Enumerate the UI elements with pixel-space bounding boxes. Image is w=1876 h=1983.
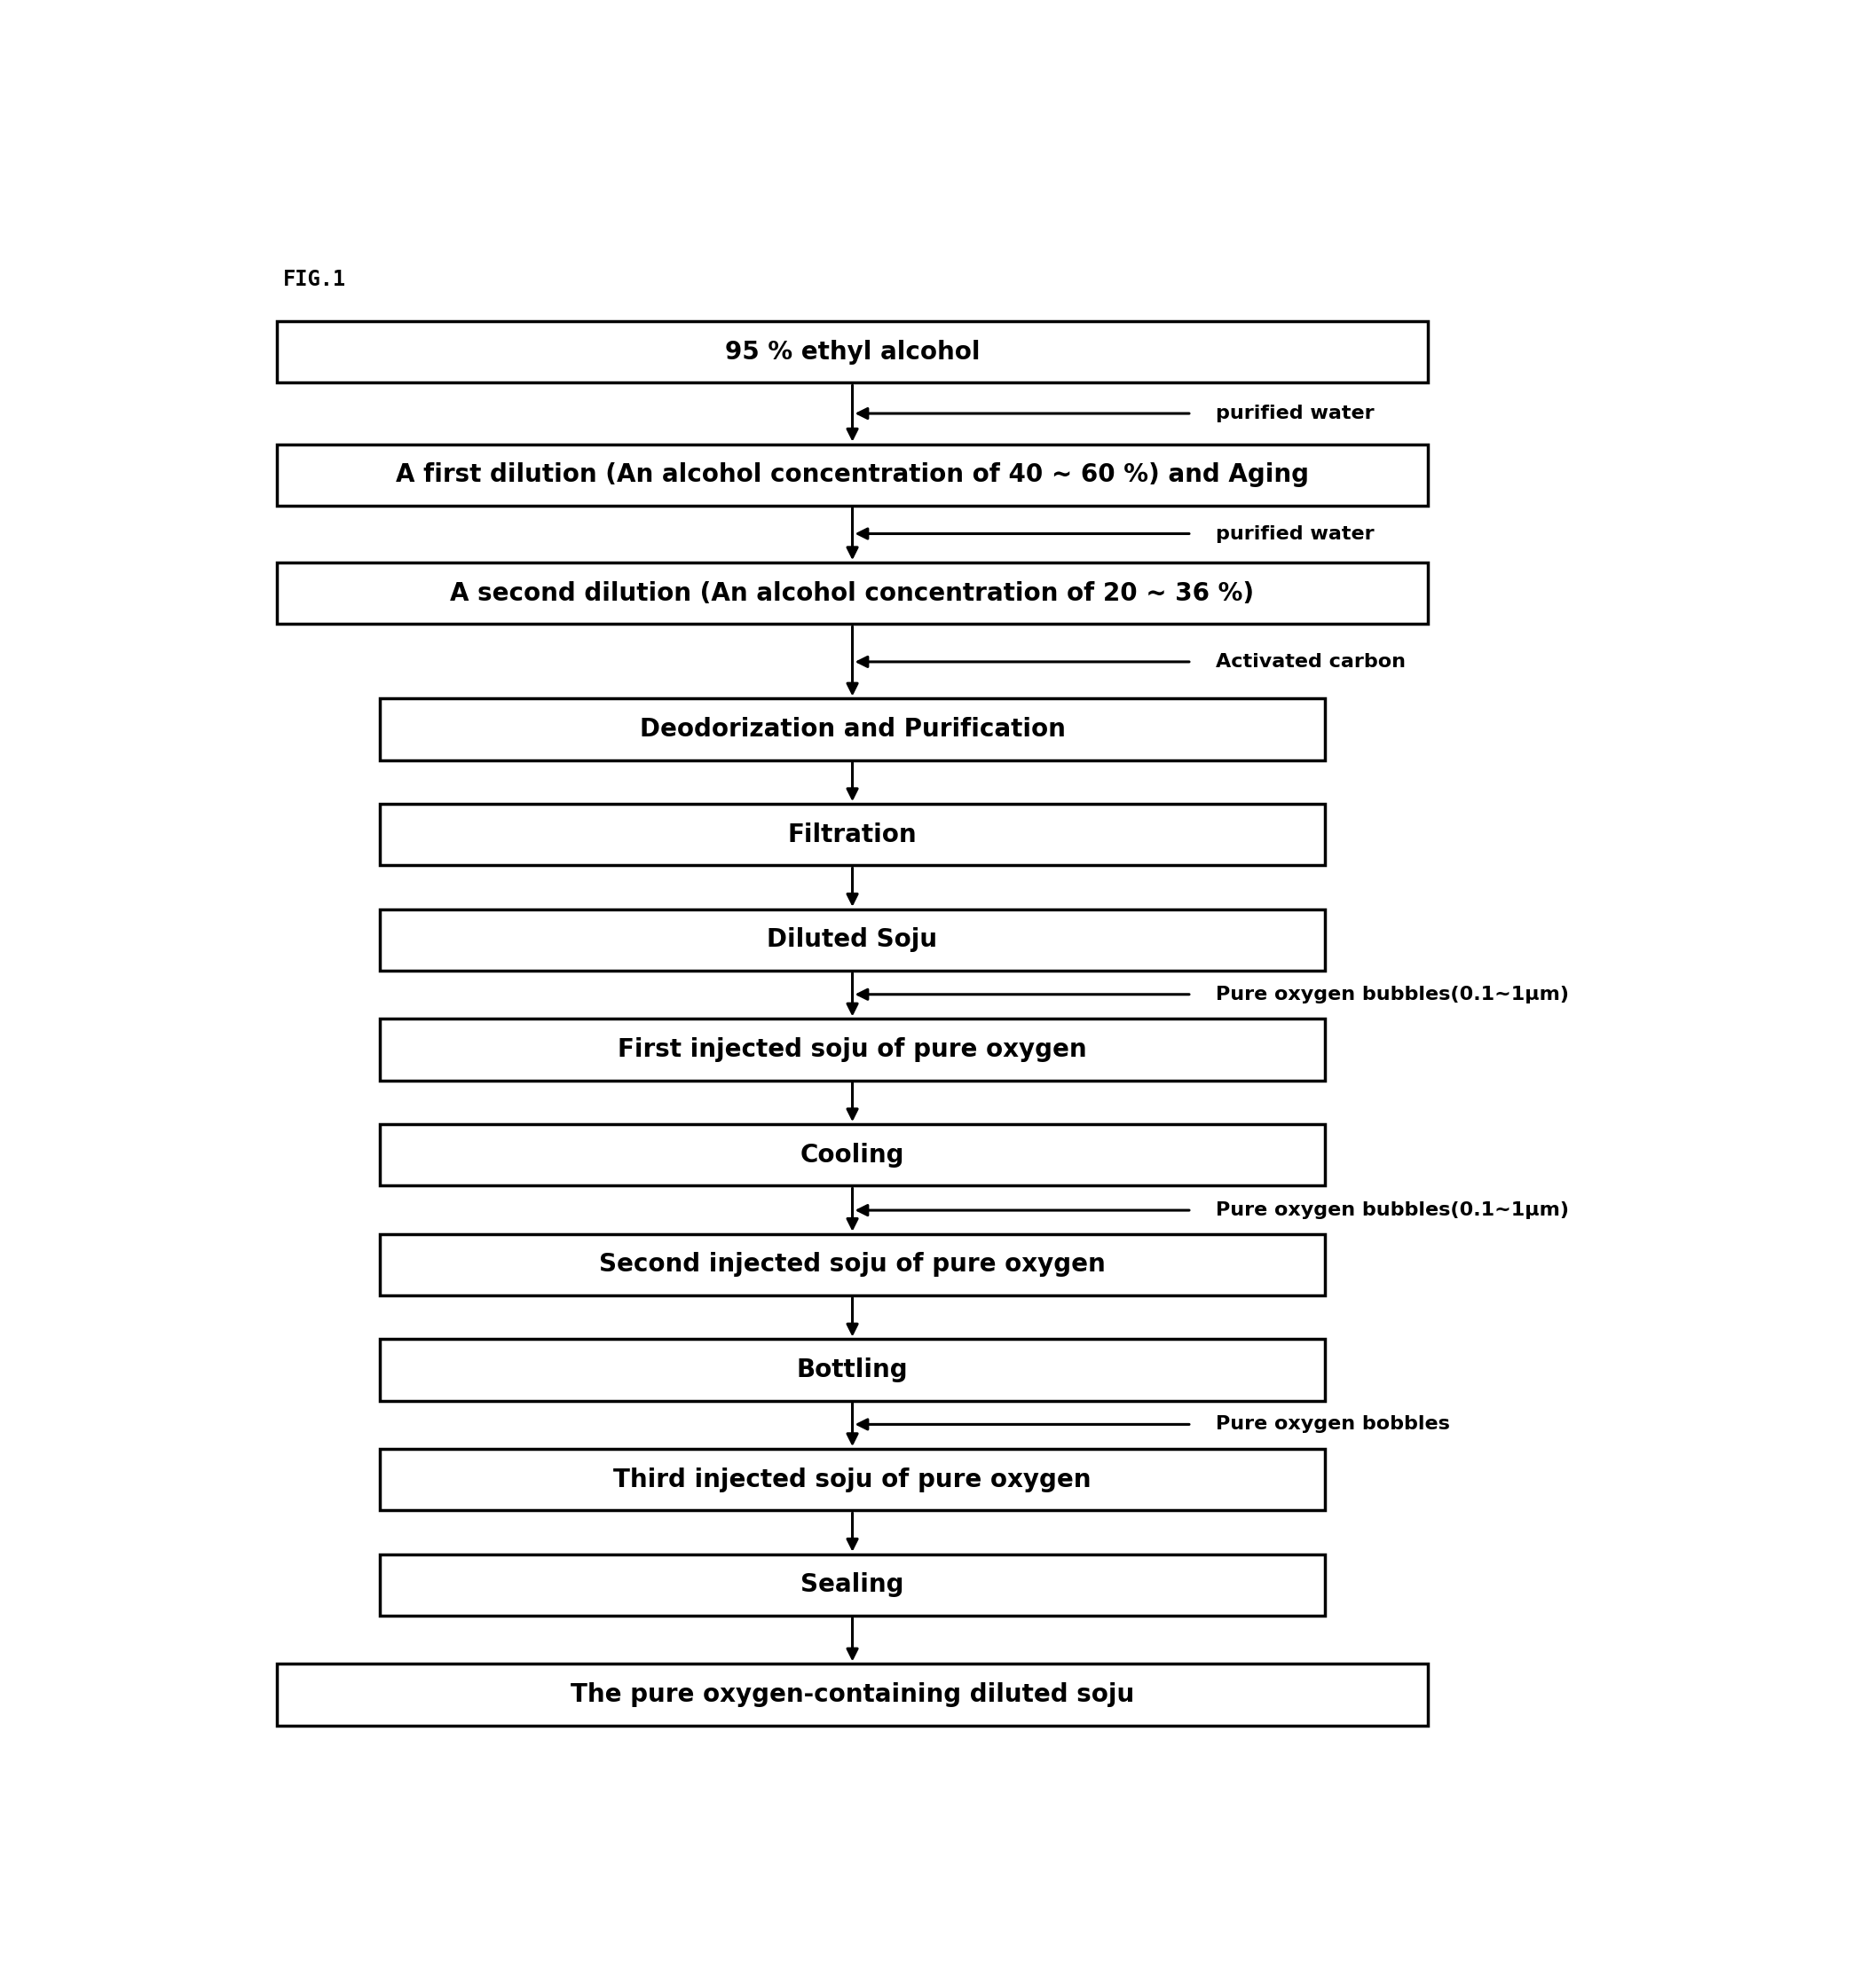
Text: A second dilution (An alcohol concentration of 20 ~ 36 %): A second dilution (An alcohol concentrat… <box>450 581 1255 605</box>
FancyBboxPatch shape <box>379 1339 1324 1400</box>
FancyBboxPatch shape <box>278 563 1428 625</box>
Text: Pure oxygen bobbles: Pure oxygen bobbles <box>1216 1416 1450 1434</box>
FancyBboxPatch shape <box>379 910 1324 972</box>
Text: Diluted Soju: Diluted Soju <box>767 928 938 952</box>
FancyBboxPatch shape <box>379 1124 1324 1186</box>
FancyBboxPatch shape <box>379 1019 1324 1081</box>
FancyBboxPatch shape <box>278 444 1428 506</box>
Text: Deodorization and Purification: Deodorization and Purification <box>640 718 1066 742</box>
Text: Second injected soju of pure oxygen: Second injected soju of pure oxygen <box>598 1251 1105 1277</box>
FancyBboxPatch shape <box>379 1450 1324 1511</box>
Text: Third injected soju of pure oxygen: Third injected soju of pure oxygen <box>613 1467 1092 1491</box>
Text: Cooling: Cooling <box>801 1142 904 1168</box>
FancyBboxPatch shape <box>379 1555 1324 1616</box>
FancyBboxPatch shape <box>278 321 1428 383</box>
Text: purified water: purified water <box>1216 525 1375 543</box>
Text: 95 % ethyl alcohol: 95 % ethyl alcohol <box>724 339 979 365</box>
Text: A first dilution (An alcohol concentration of 40 ~ 60 %) and Aging: A first dilution (An alcohol concentrati… <box>396 462 1309 488</box>
Text: FIG.1: FIG.1 <box>283 268 347 290</box>
FancyBboxPatch shape <box>379 803 1324 865</box>
Text: Activated carbon: Activated carbon <box>1216 652 1405 670</box>
FancyBboxPatch shape <box>278 1664 1428 1725</box>
Text: Filtration: Filtration <box>788 823 917 847</box>
FancyBboxPatch shape <box>379 698 1324 759</box>
FancyBboxPatch shape <box>379 1233 1324 1295</box>
Text: Bottling: Bottling <box>797 1358 908 1382</box>
Text: The pure oxygen-containing diluted soju: The pure oxygen-containing diluted soju <box>570 1682 1135 1707</box>
Text: Pure oxygen bubbles(0.1~1μm): Pure oxygen bubbles(0.1~1μm) <box>1216 986 1568 1003</box>
Text: First injected soju of pure oxygen: First injected soju of pure oxygen <box>617 1037 1086 1063</box>
Text: purified water: purified water <box>1216 405 1375 422</box>
Text: Sealing: Sealing <box>801 1573 904 1598</box>
Text: Pure oxygen bubbles(0.1~1μm): Pure oxygen bubbles(0.1~1μm) <box>1216 1202 1568 1220</box>
